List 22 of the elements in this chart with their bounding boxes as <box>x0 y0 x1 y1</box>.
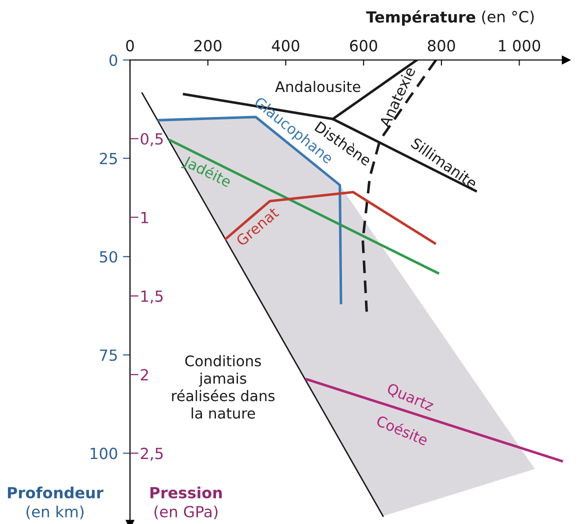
x-tick-label: 800 <box>428 40 455 52</box>
y2-axis-title: Pression (en GPa) <box>150 486 222 520</box>
x-tick-label: 200 <box>194 40 222 52</box>
y2-tick-label: 0,5 <box>140 133 163 146</box>
y-axis-title: Profondeur (en km) <box>8 486 104 520</box>
line-series <box>224 190 436 244</box>
x-axis-title: Température (en °C) <box>366 10 534 26</box>
y-tick-label: 0 <box>109 54 118 66</box>
annotation: Andalousite <box>275 80 360 92</box>
y-tick-label: 50 <box>100 251 118 263</box>
y2-tick-label: 2 <box>140 369 148 380</box>
x-tick-label: 400 <box>272 40 300 52</box>
annotation: Conditions jamais réalisées dans la nature <box>172 355 275 419</box>
y2-tick-label: 2,5 <box>140 448 163 461</box>
x-tick-label: 600 <box>350 40 378 52</box>
x-tick-label: 1 000 <box>499 40 540 52</box>
y-tick-label: 75 <box>100 350 117 361</box>
y-tick-label: 100 <box>90 448 118 460</box>
y2-tick-label: 1 <box>141 212 148 224</box>
y-tick-label: 25 <box>100 152 117 164</box>
y2-tick-label: 1,5 <box>141 290 163 304</box>
x-tick-label: 0 <box>126 40 134 52</box>
